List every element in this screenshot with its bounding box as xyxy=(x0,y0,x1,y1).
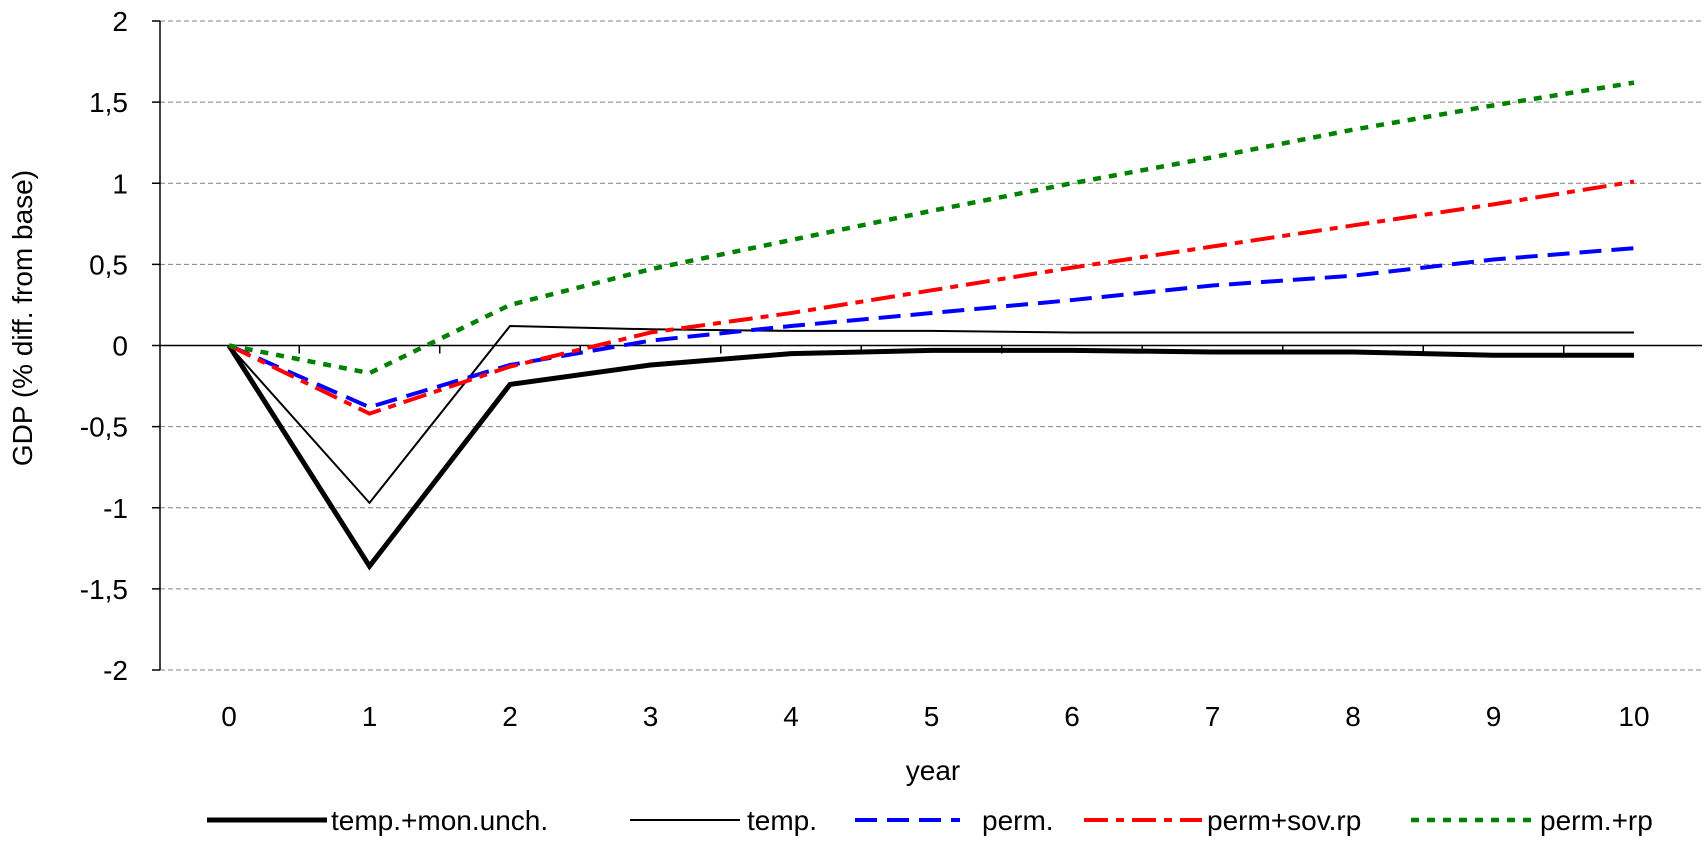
y-tick-label: -2 xyxy=(103,655,128,686)
y-tick-label: 0,5 xyxy=(89,249,128,280)
tick-labels: 2 1,5 1 0,5 0 -0,5 -1 -1,5 -2 0 1 2 3 4 5 6 7 8 9 10 xyxy=(80,6,1650,732)
y-tick-label: 1 xyxy=(112,168,128,199)
y-tick-label: 1,5 xyxy=(89,87,128,118)
legend-item: perm. xyxy=(855,805,1054,836)
legend-item: temp.+mon.unch. xyxy=(207,805,548,836)
x-tick-label: 5 xyxy=(924,701,940,732)
y-tick-label: -1,5 xyxy=(80,574,128,605)
legend-label: temp.+mon.unch. xyxy=(331,805,548,836)
legend-item: perm+sov.rp xyxy=(1084,805,1361,836)
x-tick-label: 1 xyxy=(362,701,378,732)
legend: temp.+mon.unch. temp. perm. perm+sov.rp perm… xyxy=(207,805,1653,836)
series-line-perm-sov-rp xyxy=(228,179,1635,416)
x-tick-label: 10 xyxy=(1618,701,1649,732)
x-tick-label: 9 xyxy=(1486,701,1502,732)
x-tick-label: 2 xyxy=(502,701,518,732)
series-line-temp-mon-unch- xyxy=(226,344,1634,571)
y-axis-label: GDP (% diff. from base) xyxy=(7,170,38,466)
x-tick-label: 0 xyxy=(221,701,237,732)
x-tick-label: 4 xyxy=(783,701,799,732)
legend-label: temp. xyxy=(747,805,817,836)
x-tick-label: 7 xyxy=(1205,701,1221,732)
legend-item: perm.+rp xyxy=(1411,805,1653,836)
y-tick-label: 2 xyxy=(112,6,128,37)
x-tick-label: 8 xyxy=(1345,701,1361,732)
legend-label: perm. xyxy=(982,805,1054,836)
x-tick-label: 6 xyxy=(1064,701,1080,732)
legend-label: perm.+rp xyxy=(1540,805,1653,836)
y-tick-label: -0,5 xyxy=(80,412,128,443)
legend-item: temp. xyxy=(630,805,817,836)
series-line-perm-rp xyxy=(228,80,1635,376)
series-lines xyxy=(226,80,1635,571)
y-tick-label: 0 xyxy=(112,331,128,362)
x-tick-label: 3 xyxy=(643,701,659,732)
axes xyxy=(152,20,1702,671)
x-axis-label: year xyxy=(906,755,960,786)
legend-label: perm+sov.rp xyxy=(1207,805,1361,836)
series-line-temp- xyxy=(228,325,1634,505)
y-tick-label: -1 xyxy=(103,493,128,524)
series-line-perm- xyxy=(228,246,1635,410)
